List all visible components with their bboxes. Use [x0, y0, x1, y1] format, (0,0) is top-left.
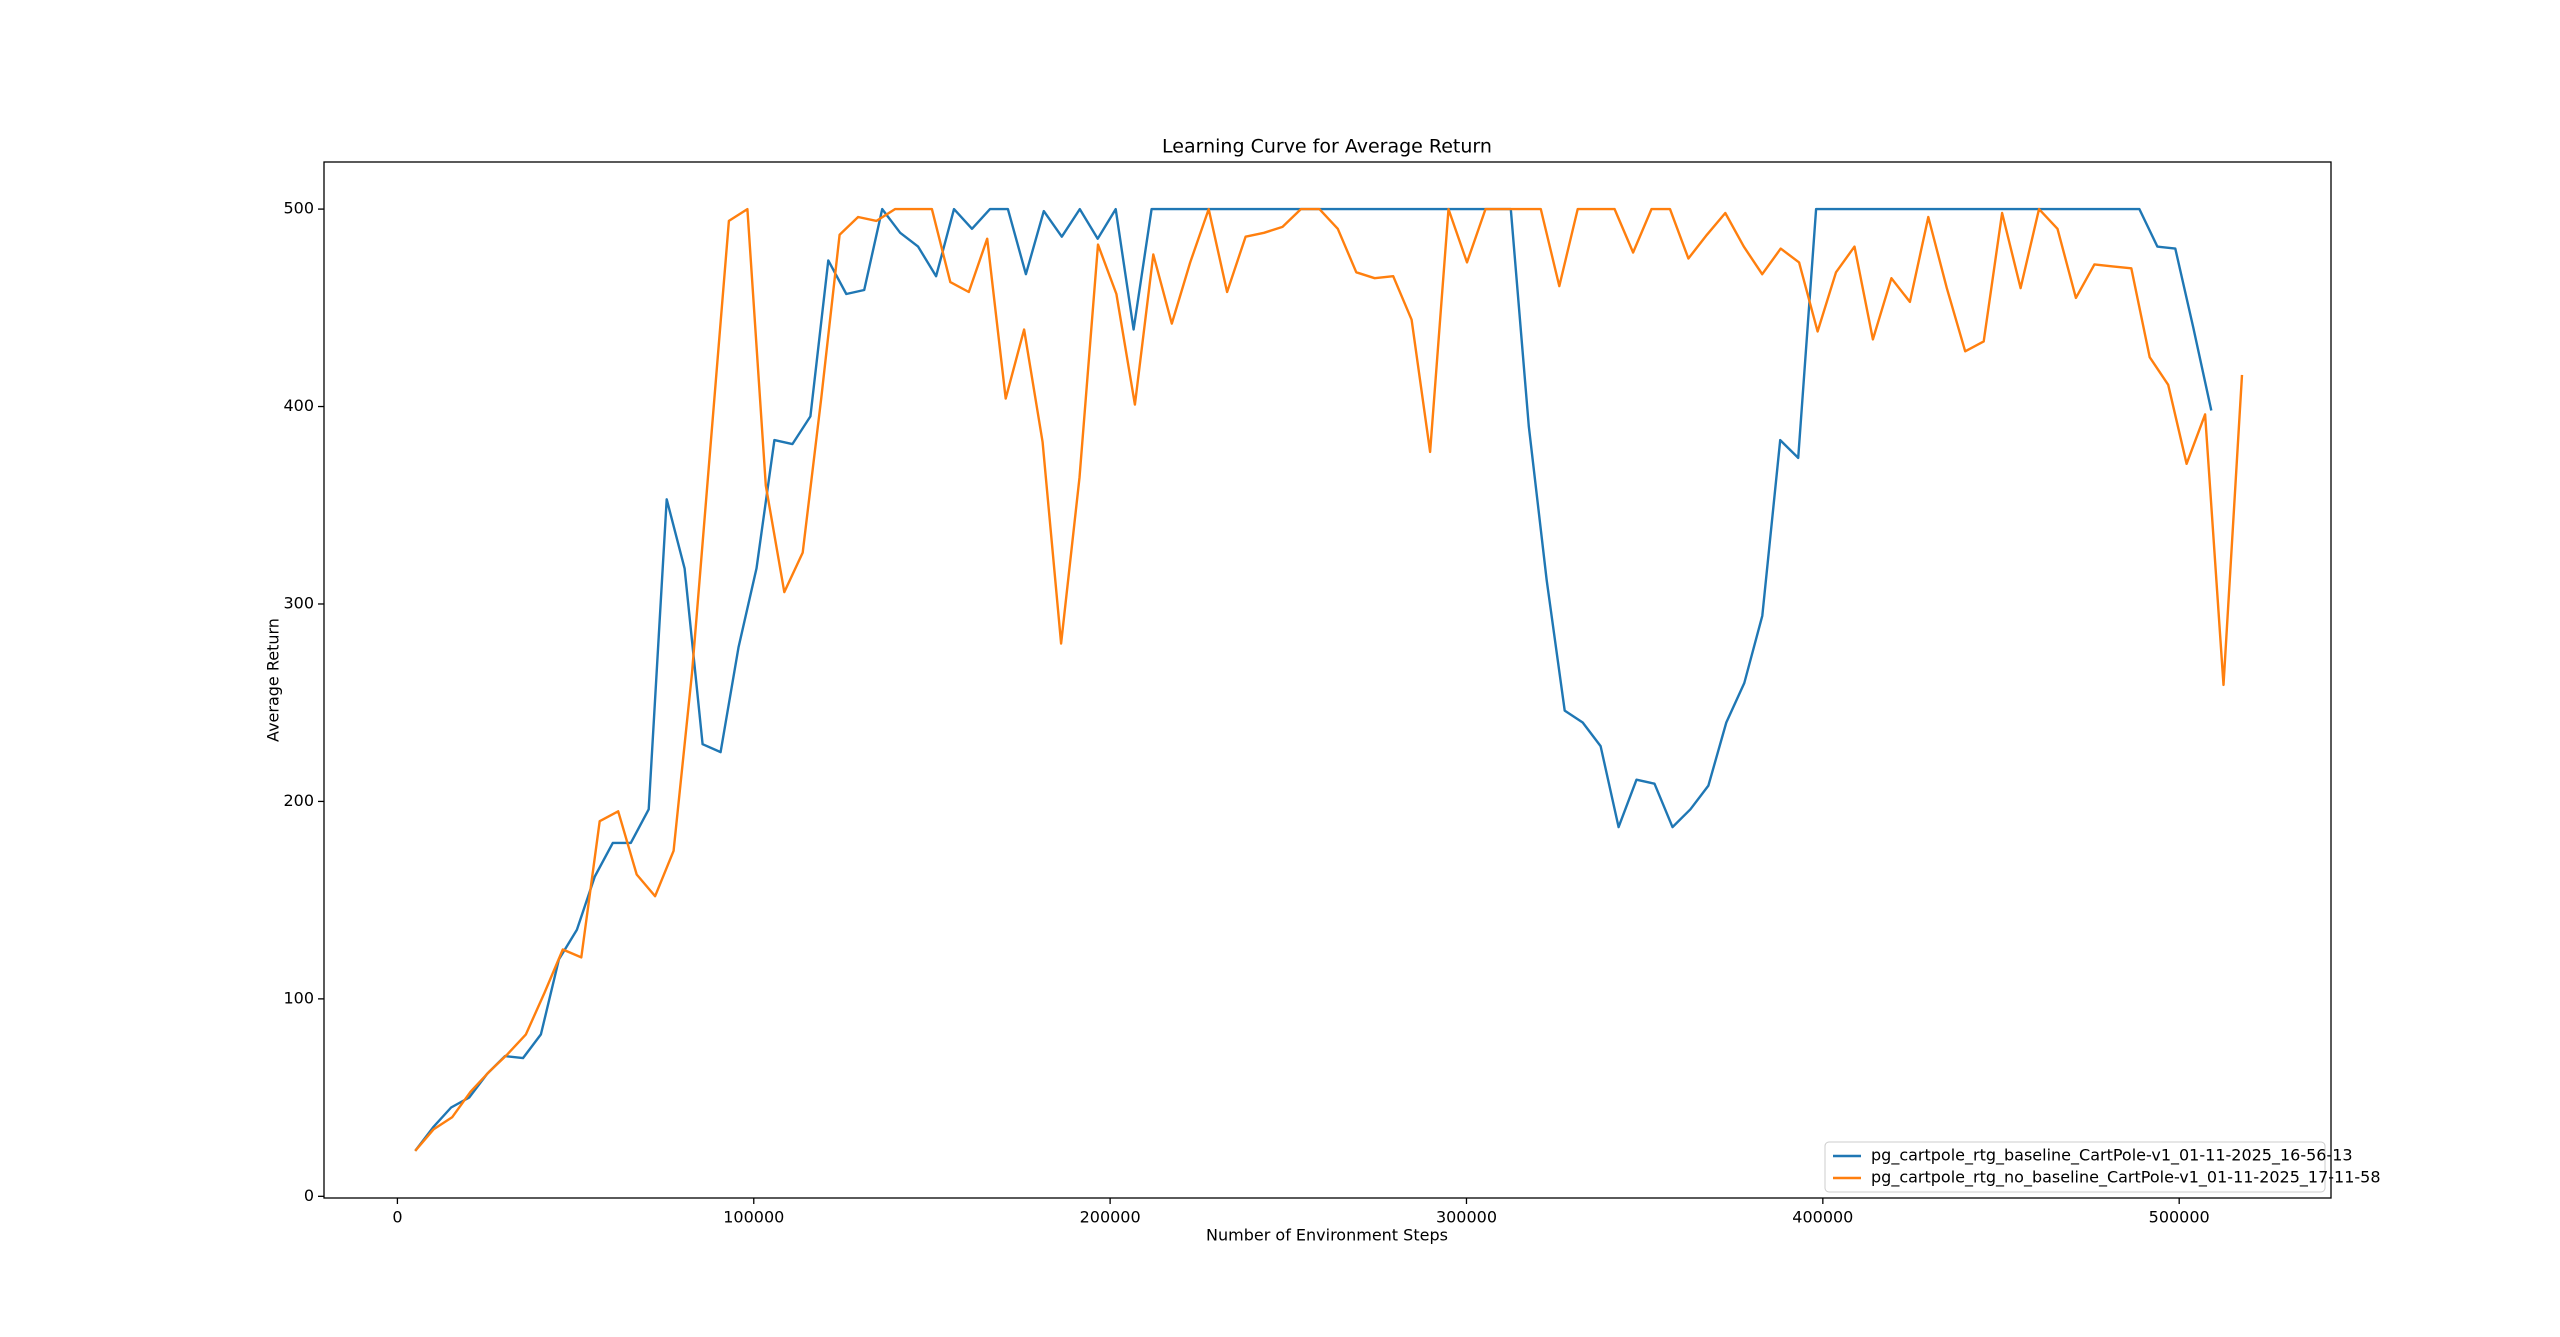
plot-frame	[323, 161, 2332, 1199]
x-tick-label: 500000	[2149, 1208, 2210, 1227]
y-tick-label: 500	[283, 199, 314, 218]
x-axis-label: Number of Environment Steps	[1206, 1226, 1448, 1245]
line-series	[414, 207, 2213, 1152]
legend: pg_cartpole_rtg_baseline_CartPole-v1_01-…	[1824, 1141, 2381, 1193]
y-tick-label: 100	[283, 988, 314, 1007]
y-tick-label: 0	[304, 1186, 314, 1205]
x-tick-label: 300000	[1436, 1208, 1497, 1227]
y-tick-label: 200	[283, 791, 314, 810]
legend-label: pg_cartpole_rtg_no_baseline_CartPole-v1_…	[1871, 1168, 2381, 1188]
line-series	[414, 207, 2244, 1152]
x-tick-label: 200000	[1080, 1208, 1141, 1227]
x-tick-label: 400000	[1792, 1208, 1853, 1227]
x-tick-label: 100000	[723, 1208, 784, 1227]
legend-label: pg_cartpole_rtg_baseline_CartPole-v1_01-…	[1871, 1146, 2353, 1166]
chart-title: Learning Curve for Average Return	[1162, 136, 1492, 158]
x-tick-label: 0	[392, 1208, 402, 1227]
legend-box	[1824, 1141, 2326, 1193]
y-tick-label: 400	[283, 396, 314, 415]
y-tick-label: 300	[283, 593, 314, 612]
y-axis-label: Average Return	[264, 618, 283, 742]
